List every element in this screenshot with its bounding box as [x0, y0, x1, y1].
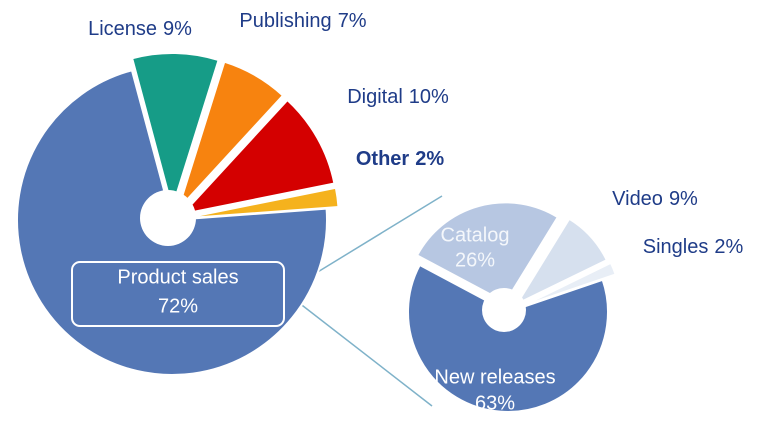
slice-label: Digital 10% — [347, 86, 449, 108]
slice-value: 9% — [163, 18, 192, 40]
label-box — [71, 261, 285, 327]
slice-label: Video 9% — [612, 188, 698, 210]
slice-value: 2% — [714, 236, 743, 258]
slice-label: License 9% — [88, 18, 192, 40]
slice-name: Video — [612, 188, 663, 210]
pie-slice — [520, 261, 617, 308]
slice-name: Digital — [347, 86, 403, 108]
slice-value: 72% — [158, 295, 198, 317]
slice-value: 9% — [669, 188, 698, 210]
slice-label: Catalog — [441, 224, 510, 246]
slice-name: Singles — [643, 236, 709, 258]
pie-slice — [179, 98, 336, 216]
slice-value: 7% — [338, 10, 367, 32]
pie-slice — [407, 263, 609, 413]
pie-hole — [140, 190, 196, 246]
slice-label: New releases — [434, 366, 555, 388]
slice-name: Other — [356, 148, 410, 170]
pie-slice — [514, 217, 609, 307]
slice-value: 10% — [409, 86, 449, 108]
slice-value: 63% — [475, 392, 515, 414]
slice-name: License — [88, 18, 157, 40]
slice-label: Publishing 7% — [239, 10, 366, 32]
slice-label: Other 2% — [356, 148, 444, 170]
pie-slice — [130, 52, 220, 212]
slice-value: 2% — [415, 148, 444, 170]
slice-label: Singles 2% — [643, 236, 744, 258]
pie-slice — [183, 186, 340, 220]
pie-hole — [482, 288, 526, 332]
connector — [284, 291, 433, 407]
slice-name: Publishing — [239, 10, 331, 32]
slice-label: Product sales — [117, 266, 238, 288]
slice-value: 26% — [455, 249, 495, 271]
pie-slice — [415, 201, 560, 304]
pie-slice — [177, 60, 285, 211]
